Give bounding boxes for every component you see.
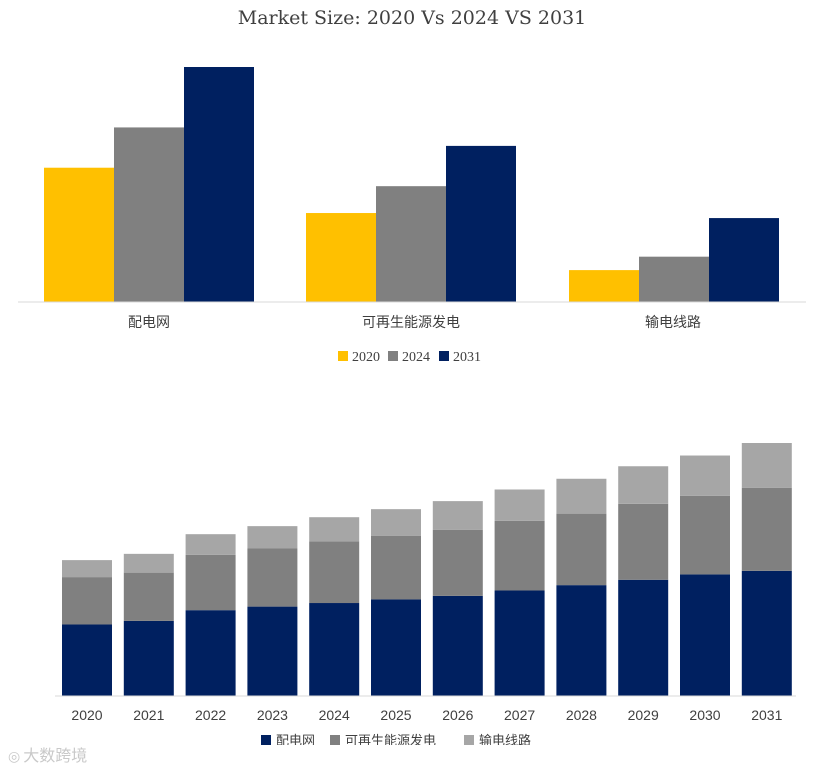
- stack-segment-2026-2: [432, 501, 483, 530]
- stack-segment-2029-1: [618, 503, 669, 580]
- category-label: 配电网: [128, 315, 170, 331]
- year-label-2030: 2030: [689, 707, 720, 723]
- year-label-2028: 2028: [566, 707, 597, 723]
- stack-segment-2026-1: [432, 529, 483, 596]
- stack-segment-2027-2: [494, 489, 545, 521]
- stack-segment-2022-2: [185, 534, 236, 555]
- stack-segment-2030-2: [680, 455, 730, 496]
- stack-segment-2026-0: [432, 595, 483, 696]
- bar-2031-2: [709, 218, 779, 302]
- stack-segment-2024-1: [309, 541, 360, 604]
- stack-segment-2030-0: [680, 574, 730, 696]
- bar-2024-1: [376, 186, 446, 302]
- bar-2020-1: [306, 213, 376, 302]
- chart-title: Market Size: 2020 Vs 2024 VS 2031: [238, 7, 587, 29]
- stack-segment-2029-2: [618, 466, 669, 504]
- legend: 配电网 可再生能源发电 输电线路: [261, 733, 531, 745]
- stack-segment-2029-0: [618, 579, 669, 696]
- year-label-2024: 2024: [319, 707, 350, 723]
- legend-label-2020: 2020: [352, 350, 380, 365]
- bar-2020-0: [44, 167, 114, 302]
- grouped-bar-chart: Market Size: 2020 Vs 2024 VS 2031 配电网 可再…: [18, 7, 806, 365]
- stack-segment-2020-1: [62, 577, 112, 625]
- bar-2031-0: [184, 67, 254, 302]
- legend-swatch-renewable-generation: [330, 735, 340, 745]
- stack-segment-2021-2: [123, 553, 174, 573]
- year-label-2025: 2025: [380, 707, 411, 723]
- year-label-2027: 2027: [504, 707, 535, 723]
- legend-label-renewable-generation: 可再生能源发电: [345, 733, 436, 745]
- logo-icon: ◎: [8, 749, 21, 765]
- legend-swatch-2020: [338, 351, 348, 361]
- year-label-2020: 2020: [71, 707, 102, 723]
- stack-segment-2023-1: [247, 548, 298, 607]
- year-label-2022: 2022: [195, 707, 226, 723]
- stack-segment-2022-0: [185, 610, 236, 696]
- watermark: ◎ 大数跨境: [8, 742, 87, 766]
- watermark-text: 大数跨境: [23, 746, 88, 765]
- year-label-2026: 2026: [442, 707, 473, 723]
- legend-swatch-transmission-lines: [464, 735, 474, 745]
- category-label: 可再生能源发电: [362, 315, 460, 331]
- stack-segment-2025-2: [371, 509, 421, 536]
- legend-label-transmission-lines: 输电线路: [479, 733, 531, 745]
- stack-segment-2027-1: [494, 520, 545, 591]
- legend-label-2031: 2031: [453, 350, 481, 365]
- year-label-2021: 2021: [133, 707, 164, 723]
- bar-2024-0: [114, 127, 184, 302]
- legend-swatch-2031: [439, 351, 449, 361]
- stack-segment-2020-0: [62, 624, 112, 696]
- bar-2031-1: [446, 145, 516, 302]
- category-label: 输电线路: [645, 315, 701, 331]
- stack-segment-2021-0: [123, 620, 174, 696]
- stack-segment-2025-1: [371, 535, 421, 600]
- legend-swatch-distribution-grid: [261, 735, 271, 745]
- year-label-2031: 2031: [751, 707, 782, 723]
- stack-segment-2027-0: [494, 590, 545, 696]
- stack-segment-2025-0: [371, 599, 421, 696]
- stack-segment-2023-0: [247, 606, 298, 696]
- legend-label-2024: 2024: [402, 350, 430, 365]
- stacked-bar-chart: 2020 2021 2022 2023 2024 2025 2026 2027 2028 2029…: [55, 443, 796, 745]
- stack-segment-2030-1: [680, 495, 730, 575]
- stack-segment-2031-2: [741, 443, 792, 488]
- year-label-2029: 2029: [628, 707, 659, 723]
- legend: 2020 2024 2031: [338, 350, 481, 365]
- stack-segment-2031-1: [741, 487, 792, 571]
- stack-segment-2020-2: [62, 560, 112, 578]
- legend-label-distribution-grid: 配电网: [276, 734, 315, 745]
- stack-segment-2028-2: [556, 478, 607, 514]
- stack-segment-2031-0: [741, 570, 792, 696]
- stack-segment-2028-1: [556, 513, 607, 586]
- stack-segment-2024-0: [309, 603, 360, 696]
- stack-segment-2023-2: [247, 526, 298, 549]
- legend-swatch-2024: [388, 351, 398, 361]
- stack-segment-2022-1: [185, 554, 236, 611]
- stack-segment-2021-1: [123, 572, 174, 621]
- bar-2024-2: [639, 256, 709, 302]
- bar-2020-2: [569, 270, 639, 302]
- stack-segment-2024-2: [309, 517, 360, 542]
- stack-segment-2028-0: [556, 585, 607, 696]
- year-label-2023: 2023: [257, 707, 288, 723]
